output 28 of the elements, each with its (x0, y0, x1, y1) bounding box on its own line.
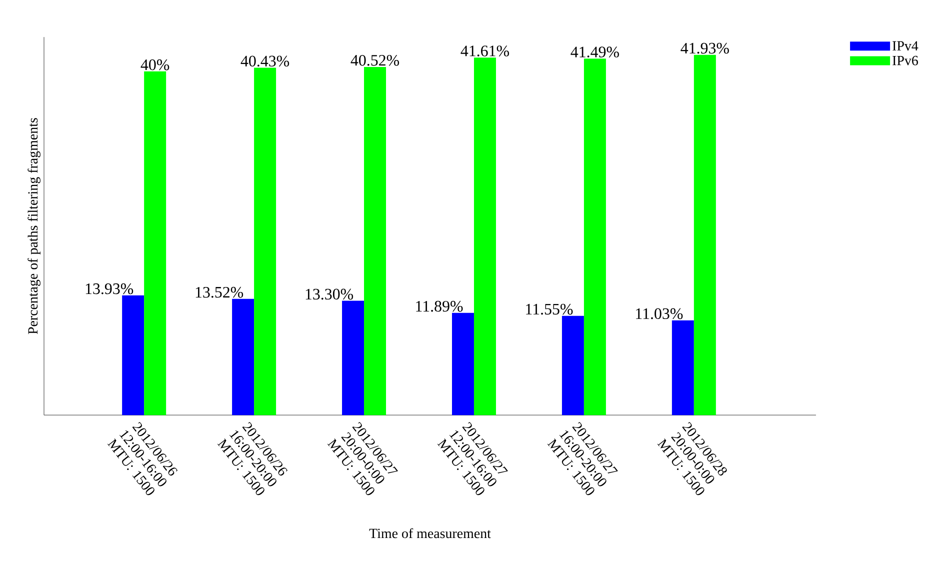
data-label: 11.89% (416, 300, 463, 312)
bar (342, 300, 364, 416)
bar (562, 316, 584, 416)
data-label: 41.93% (680, 42, 729, 54)
data-label: 13.30% (306, 288, 354, 300)
data-label: 40.43% (240, 56, 290, 67)
data-label: 11.55% (526, 304, 573, 315)
legend-label: IPv4 (892, 41, 918, 51)
bar (672, 320, 694, 416)
legend-label: IPv6 (892, 56, 918, 66)
data-label: 41.61% (460, 46, 510, 56)
bar (584, 58, 606, 416)
data-label: 11.03% (636, 308, 683, 320)
bar (474, 58, 496, 416)
bar (232, 298, 254, 416)
data-label: 40.52% (350, 54, 400, 66)
data-label: 13.52% (196, 286, 244, 298)
bar (694, 54, 716, 416)
x-axis-title: Time of measurement (369, 528, 491, 538)
bar (144, 71, 166, 416)
data-label: 13.93% (86, 283, 134, 294)
bar (452, 312, 474, 416)
y-axis-title: Percentage of paths filtering fragments (28, 118, 40, 334)
bar (122, 295, 144, 416)
bar (254, 68, 276, 416)
data-label: 41.49% (570, 46, 619, 58)
data-label: 40% (140, 59, 170, 70)
bar (364, 66, 386, 416)
